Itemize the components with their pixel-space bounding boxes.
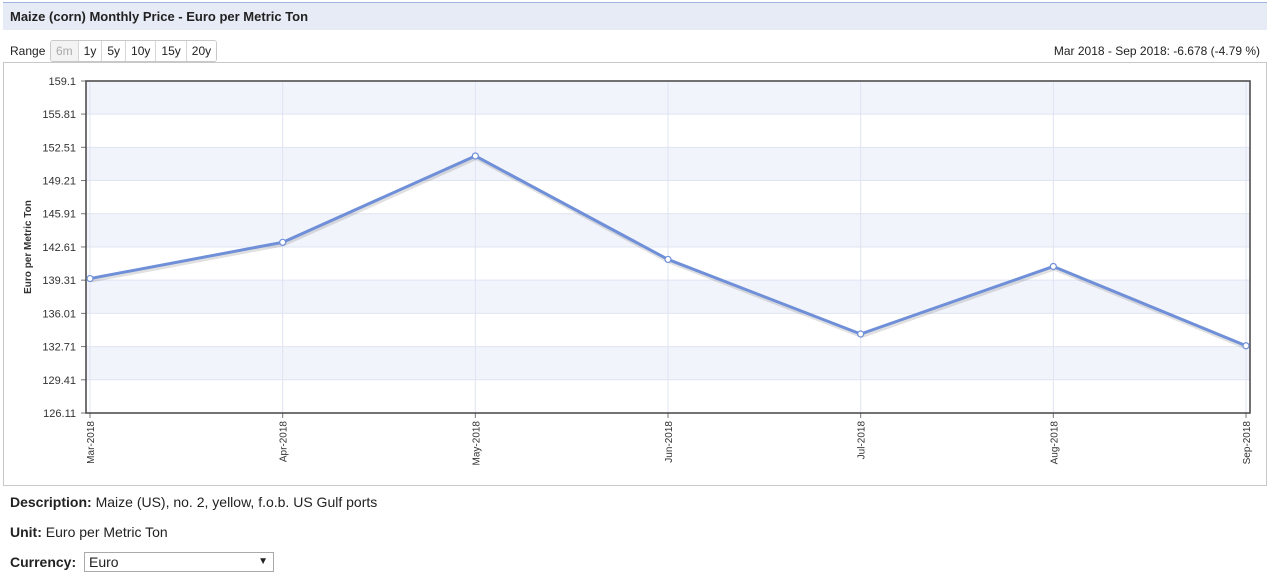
y-axis-title: Euro per Metric Ton <box>23 200 34 294</box>
currency-label: Currency: <box>10 554 77 570</box>
chart-container: 126.11 129.41 132.71 136.01 139.31 142.61 145.… <box>3 62 1267 486</box>
data-point[interactable] <box>279 238 287 246</box>
unit-line: Unit: Euro per Metric Ton <box>10 524 168 540</box>
x-tick-label: Aug-2018 <box>1049 421 1060 465</box>
currency-select[interactable]: Euro ▼ <box>84 552 274 572</box>
range-button-6m: 6m <box>51 41 78 61</box>
data-point[interactable] <box>857 330 865 338</box>
page-title: Maize (corn) Monthly Price - Euro per Me… <box>10 9 309 24</box>
range-summary: Mar 2018 - Sep 2018: -6.678 (-4.79 %) <box>1053 44 1260 58</box>
x-tick-label: Sep-2018 <box>1242 421 1253 465</box>
range-button-20y[interactable]: 20y <box>185 41 217 61</box>
range-button-15y[interactable]: 15y <box>155 41 186 61</box>
description-line: Description: Maize (US), no. 2, yellow, … <box>10 494 377 510</box>
range-button-group: 6m 1y 5y 10y 15y 20y <box>50 40 218 62</box>
x-tick-label: Jun-2018 <box>664 421 675 463</box>
data-point[interactable] <box>1242 342 1250 350</box>
y-tick-label: 142.61 <box>42 242 76 254</box>
currency-selected-value: Euro <box>89 554 119 570</box>
y-tick-label: 136.01 <box>42 308 76 320</box>
y-tick-label: 149.21 <box>42 176 76 188</box>
x-tick-label: Jul-2018 <box>857 421 868 460</box>
plot-frame <box>85 80 1251 414</box>
description-label: Description: <box>10 494 92 510</box>
x-tick-label: May-2018 <box>471 421 482 466</box>
y-tick-label: 159.1 <box>48 76 76 88</box>
x-tick-label: Mar-2018 <box>86 421 97 464</box>
x-tick-label: Apr-2018 <box>279 421 290 463</box>
data-point[interactable] <box>86 274 94 283</box>
range-button-1y[interactable]: 1y <box>77 41 102 61</box>
range-button-10y[interactable]: 10y <box>125 41 156 61</box>
y-tick-label: 129.41 <box>42 375 76 387</box>
data-point[interactable] <box>664 255 672 264</box>
y-tick-label: 145.91 <box>42 209 76 221</box>
y-tick-label: 126.11 <box>43 408 76 420</box>
y-tick-label: 139.31 <box>42 275 76 287</box>
range-label: Range <box>10 44 46 58</box>
unit-text: Euro per Metric Ton <box>45 524 168 540</box>
range-button-5y[interactable]: 5y <box>101 41 126 61</box>
y-tick-label: 132.71 <box>42 342 76 354</box>
data-point[interactable] <box>1049 262 1057 271</box>
data-point[interactable] <box>471 152 479 160</box>
chart-title-bar: Maize (corn) Monthly Price - Euro per Me… <box>3 2 1267 30</box>
currency-line: Currency: <box>10 554 76 570</box>
description-text: Maize (US), no. 2, yellow, f.o.b. US Gul… <box>95 494 378 510</box>
price-line-chart: 126.11 129.41 132.71 136.01 139.31 142.61 145.… <box>23 76 1253 466</box>
y-tick-label: 152.51 <box>42 142 76 154</box>
chevron-down-icon: ▼ <box>258 556 268 567</box>
y-tick-label: 155.81 <box>42 109 76 121</box>
unit-label: Unit: <box>10 524 42 540</box>
